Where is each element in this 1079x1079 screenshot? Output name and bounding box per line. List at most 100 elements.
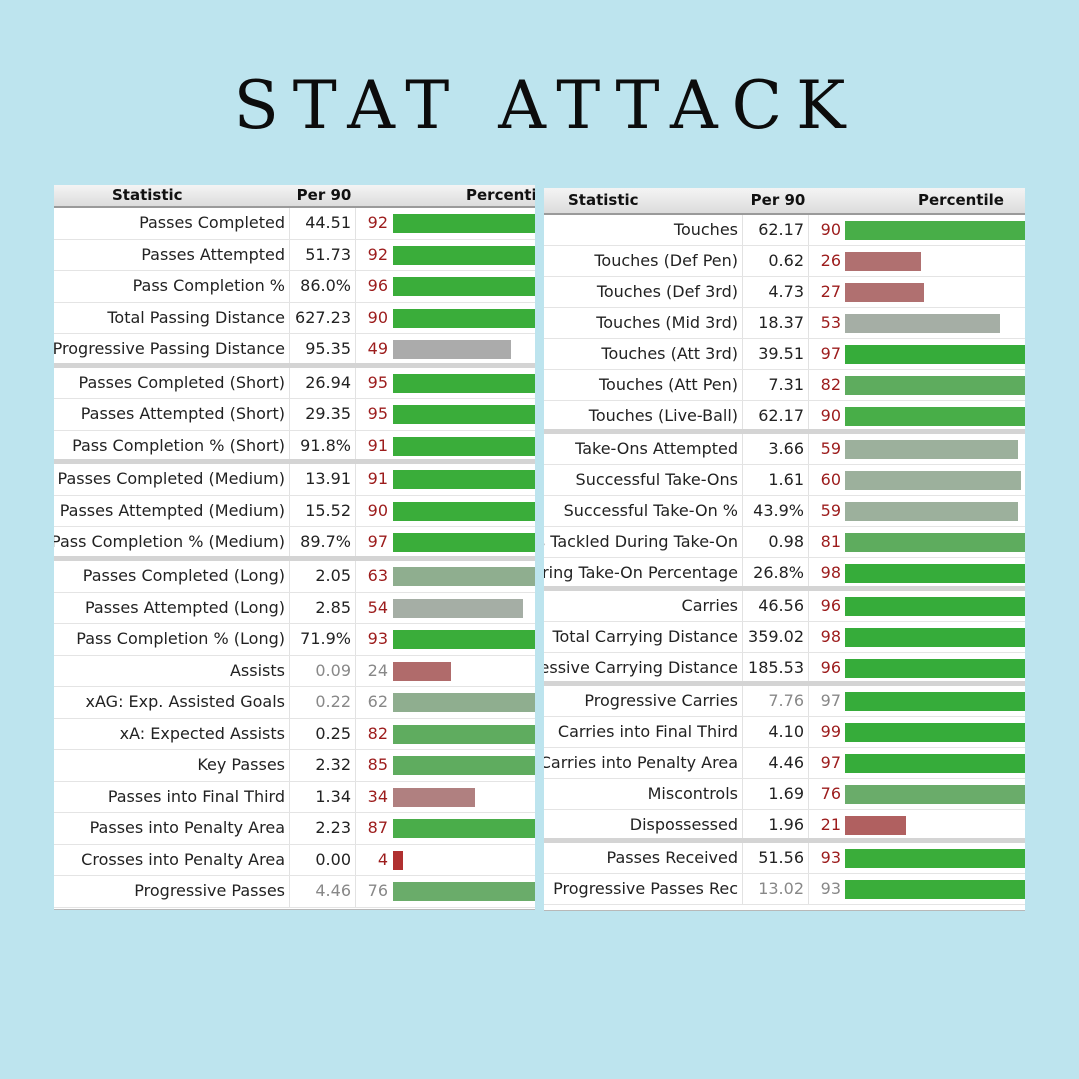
percentile-bar — [845, 785, 1025, 804]
percentile-bar — [393, 470, 535, 490]
stat-name-label: Total Passing Distance — [107, 307, 285, 327]
percentile-value: 98 — [820, 627, 841, 646]
percentile-bar — [393, 787, 476, 807]
percentile-value: 90 — [367, 500, 388, 520]
stat-name-label: Touches (Att Pen) — [598, 375, 738, 394]
stat-name-label: Touches (Live-Ball) — [588, 406, 738, 425]
percentile-value: 85 — [367, 755, 388, 775]
table-row: Take-Ons Attempted 3.66 59 — [544, 434, 1025, 465]
per90-value: 26.94 — [290, 367, 356, 399]
table-row: Touches (Def Pen) 0.62 26 — [544, 246, 1025, 277]
per90-value: 51.73 — [290, 239, 356, 271]
stat-name-label: Touches (Def 3rd) — [596, 282, 738, 301]
stat-name-label: Passes Attempted (Short) — [80, 404, 285, 424]
stat-name: Passes into Final Third — [54, 781, 290, 813]
stat-name: Carries — [544, 591, 743, 621]
per90-value: 95.35 — [290, 334, 356, 363]
stat-name-label: Times Tackled During Take-On — [544, 532, 738, 551]
per90-value: 4.10 — [743, 717, 809, 747]
stat-name-label: xAG: Exp. Assisted Goals — [85, 692, 285, 712]
per90-value: 1.69 — [743, 779, 809, 809]
percentile-value: 60 — [820, 470, 841, 489]
stat-name: Key Passes — [54, 750, 290, 781]
stat-name-label: Crosses into Penalty Area — [81, 849, 285, 869]
page-title: STAT ATTACK — [233, 67, 860, 144]
stat-name-label: Passes Attempted (Long) — [84, 597, 285, 617]
per90-value: 13.91 — [290, 464, 356, 495]
stat-name: Total Passing Distance — [54, 302, 290, 334]
stat-name: Dispossessed — [544, 810, 743, 838]
per90-value: 39.51 — [743, 339, 809, 369]
percentile-bar — [393, 436, 535, 456]
percentile-value: 76 — [820, 784, 841, 803]
table-row: Assists 0.09 24 — [54, 655, 535, 688]
stat-name: Times Tackled During Take-On — [544, 527, 743, 557]
percentile-bar — [845, 314, 1001, 333]
table-row: Progressive Passes 4.46 76 — [54, 876, 535, 909]
table-row: Progressive Passing Distance 95.35 49 — [54, 334, 535, 368]
table-row: Progressive Carrying Distance 185.53 96 — [544, 653, 1025, 686]
percentile-bar — [845, 597, 1025, 616]
table-row: Progressive Passes Rec 13.02 93 — [544, 874, 1025, 905]
header-per90: Per 90 — [750, 191, 806, 209]
percentile-value: 49 — [367, 339, 388, 359]
per90-value: 7.76 — [743, 686, 809, 716]
percentile-bar — [845, 816, 907, 835]
stat-name: Touches (Live-Ball) — [544, 401, 743, 429]
stat-name: Carries into Penalty Area — [544, 748, 743, 778]
percentile-value: 21 — [820, 815, 841, 834]
percentile-value: 59 — [820, 501, 841, 520]
percentile-bar — [393, 630, 535, 650]
percentile-value: 54 — [367, 597, 388, 617]
per90-value: 185.53 — [743, 653, 809, 681]
header-statistic: Statistic — [568, 191, 639, 209]
stat-name-label: Successful Take-On % — [563, 501, 738, 520]
percentile-bar — [393, 724, 535, 744]
header-percentile: Percentile — [466, 186, 535, 204]
stat-name: Passes Attempted — [54, 239, 290, 271]
table-row: xA: Expected Assists 0.25 82 — [54, 718, 535, 751]
percentile-value: 82 — [367, 723, 388, 743]
percentile-value: 27 — [820, 282, 841, 301]
table-header: Statistic Per 90 Percentile — [544, 188, 1025, 215]
percentile-bar — [845, 849, 1025, 868]
percentile-value: 97 — [820, 691, 841, 710]
percentile-bar — [393, 277, 535, 297]
stat-name: Touches (Def Pen) — [544, 246, 743, 276]
stat-name-label: Pass Completion % — [132, 276, 285, 296]
per90-value: 43.9% — [743, 496, 809, 526]
percentile-bar — [393, 693, 535, 713]
percentile-value: 99 — [820, 722, 841, 741]
table-row: Times Tackled During Take-On 0.98 81 — [544, 527, 1025, 558]
percentile-bar — [845, 407, 1025, 426]
percentile-value: 53 — [820, 313, 841, 332]
percentile-bar — [845, 628, 1025, 647]
percentile-bar — [845, 376, 1025, 395]
percentile-value: 93 — [820, 848, 841, 867]
table-row: Passes into Final Third 1.34 34 — [54, 781, 535, 814]
percentile-value: 90 — [820, 220, 841, 239]
stat-name-label: Pass Completion % (Medium) — [54, 532, 285, 552]
stat-name: xA: Expected Assists — [54, 718, 290, 750]
per90-value: 4.73 — [743, 277, 809, 307]
per90-value: 1.34 — [290, 781, 356, 813]
per90-value: 0.98 — [743, 527, 809, 557]
percentile-value: 97 — [820, 753, 841, 772]
table-row: Carries into Final Third 4.10 99 — [544, 717, 1025, 748]
percentile-bar — [393, 405, 535, 425]
stat-name: Progressive Passes Rec — [544, 874, 743, 904]
per90-value: 46.56 — [743, 591, 809, 621]
table-row: Total Carrying Distance 359.02 98 — [544, 622, 1025, 653]
stat-name: Passes into Penalty Area — [54, 813, 290, 844]
stat-name-label: Pass Completion % (Long) — [76, 629, 285, 649]
per90-value: 62.17 — [743, 215, 809, 245]
table-row: Carries 46.56 96 — [544, 591, 1025, 622]
percentile-bar — [393, 501, 535, 521]
percentile-bar — [845, 692, 1025, 711]
stat-name: Pass Completion % (Long) — [54, 624, 290, 655]
table-row: Passes Completed (Long) 2.05 63 — [54, 561, 535, 593]
stat-name: Passes Completed (Long) — [54, 561, 290, 592]
table-body: Touches 62.17 90 Touches (Def Pen) 0.62 26 Tou… — [544, 215, 1025, 905]
stat-name: Passes Attempted (Medium) — [54, 495, 290, 527]
stat-name: Pass Completion % — [54, 271, 290, 302]
